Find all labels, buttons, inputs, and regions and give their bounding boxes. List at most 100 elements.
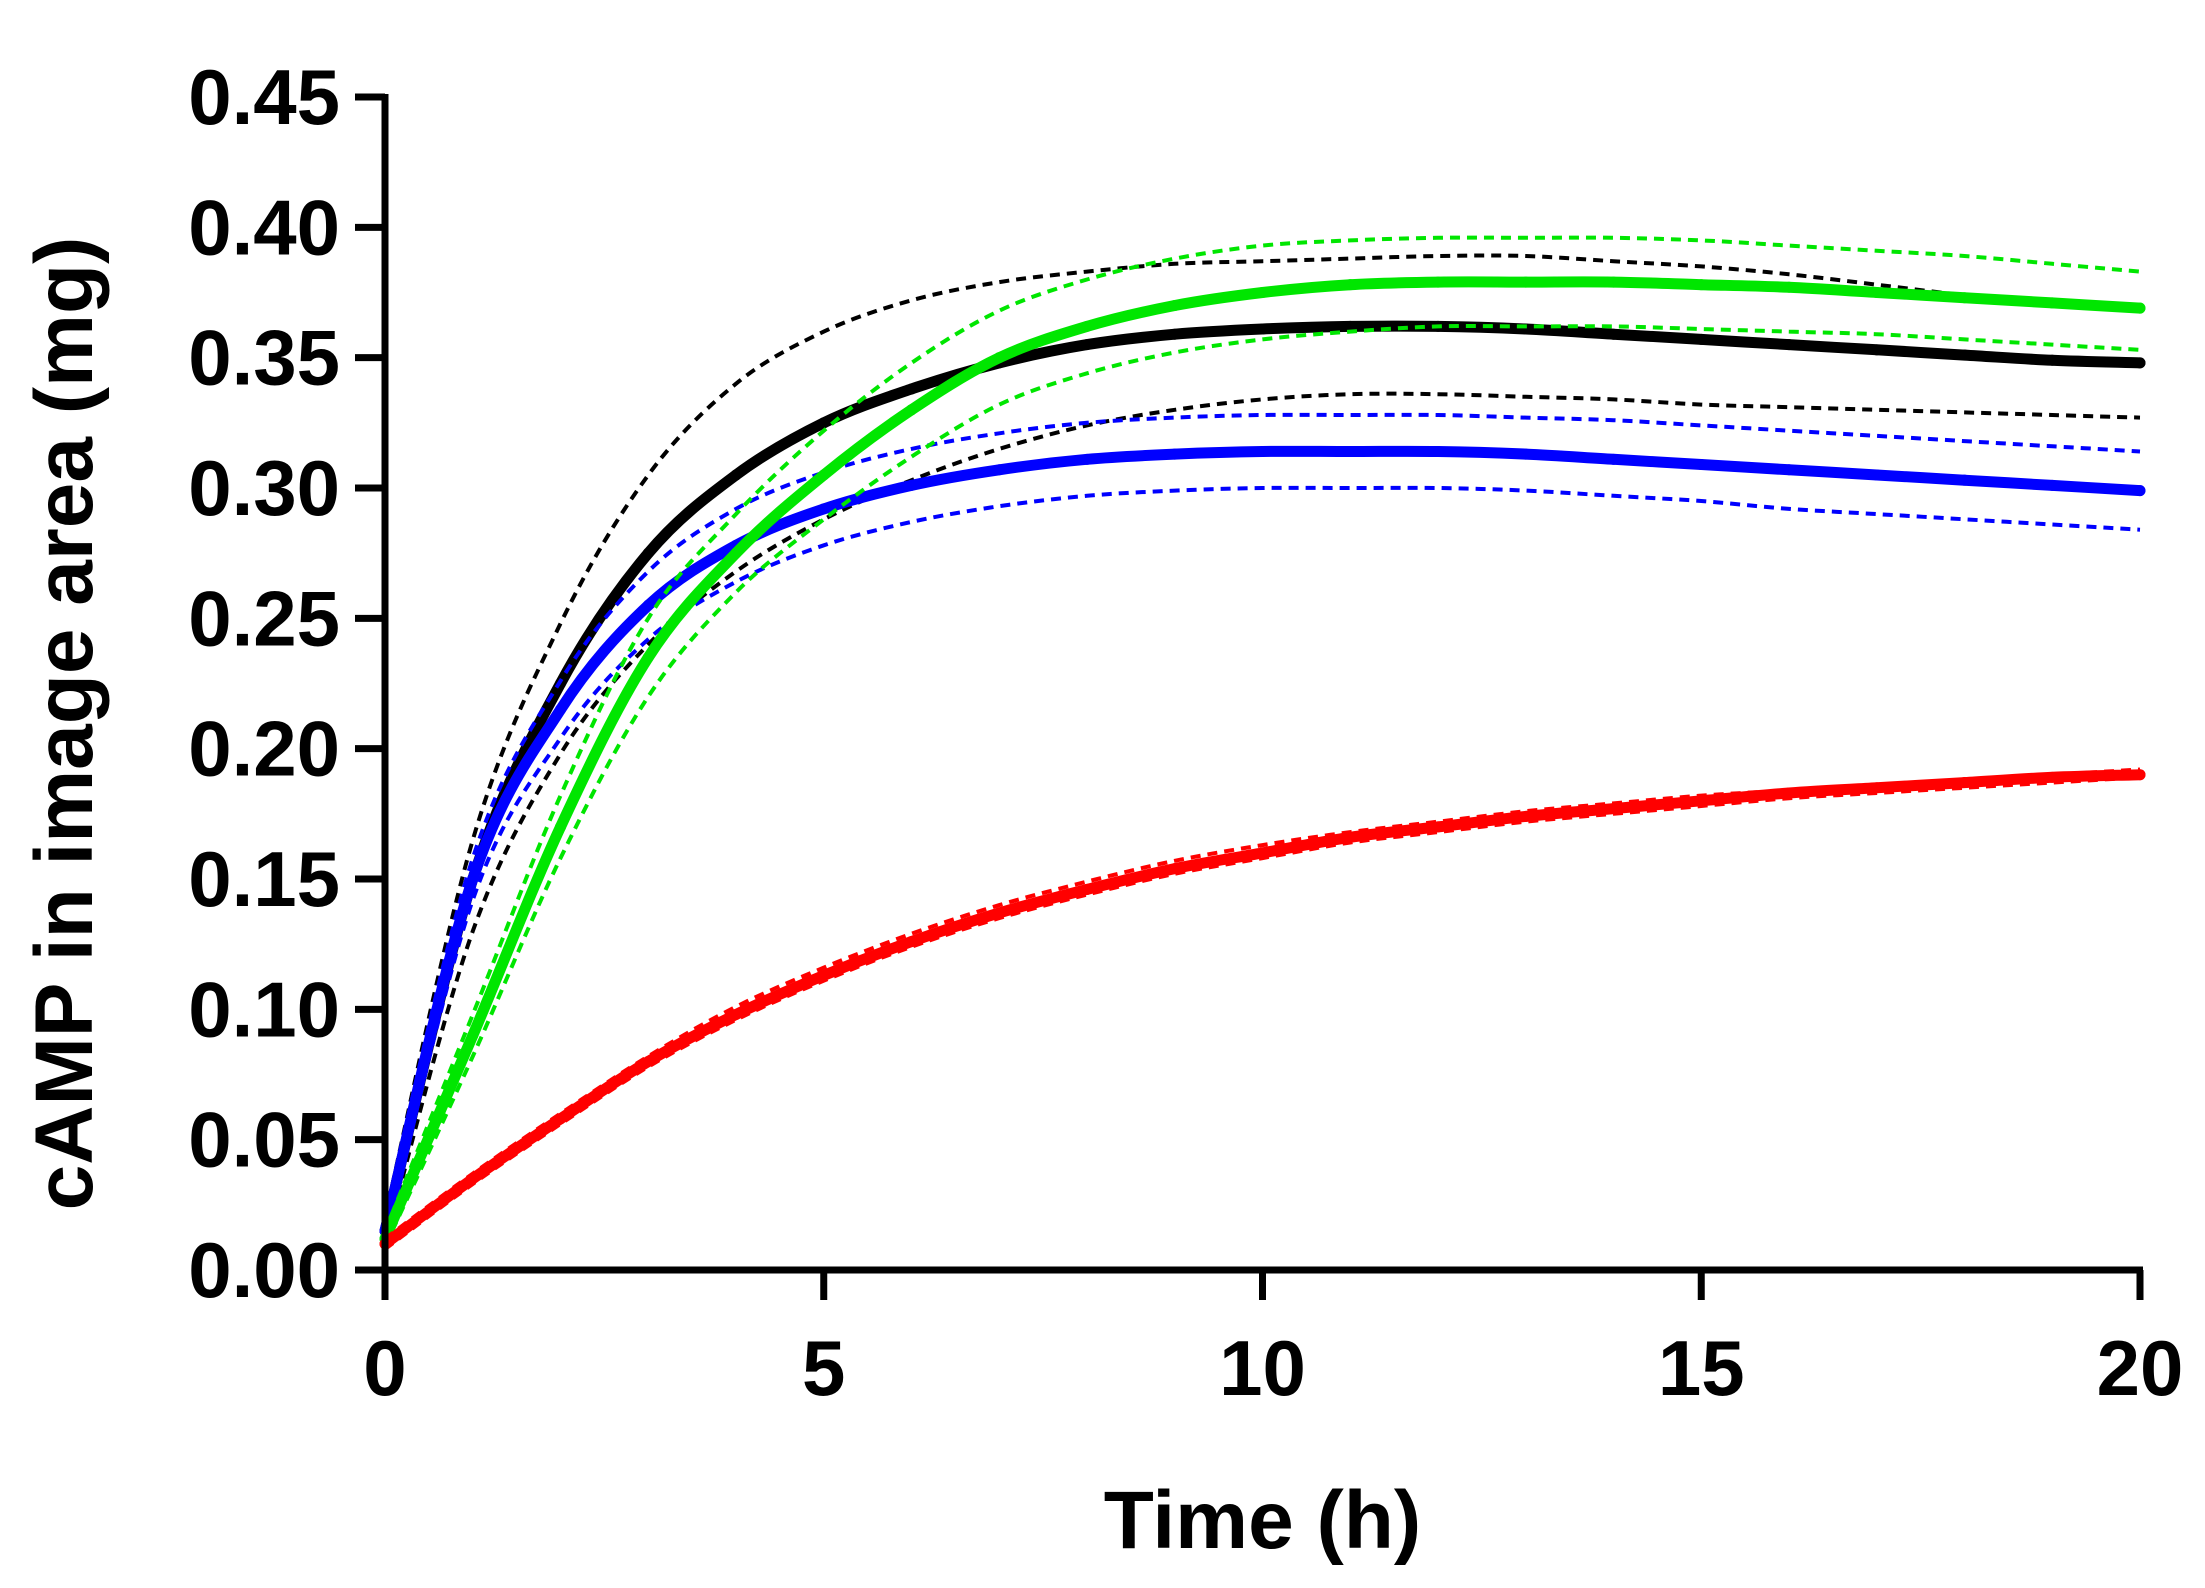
x-tick-label: 20 bbox=[2097, 1324, 2184, 1412]
series-blue-point bbox=[1257, 446, 1268, 458]
series-green bbox=[379, 235, 2146, 1248]
series-blue-point bbox=[993, 464, 1005, 476]
series-red-point bbox=[1169, 863, 1181, 875]
series-blue-point bbox=[1695, 459, 1707, 471]
series-green-point bbox=[1783, 281, 1795, 293]
series-red-point bbox=[1520, 810, 1532, 822]
series-blue-point bbox=[1520, 448, 1532, 460]
series-red-point bbox=[1959, 777, 1970, 789]
series-green-point bbox=[730, 547, 742, 559]
series-black-point bbox=[1871, 344, 1883, 356]
series-green-point bbox=[1344, 279, 1356, 291]
y-tick-label: 0.00 bbox=[188, 1226, 340, 1314]
series-green-point bbox=[1432, 276, 1444, 288]
series-blue-upper-bound bbox=[383, 412, 2141, 1219]
series-black-point bbox=[642, 547, 654, 559]
series-blue-mean-line bbox=[379, 445, 2146, 1237]
series-blue-point bbox=[467, 873, 479, 885]
y-tick-label: 0.45 bbox=[188, 53, 340, 141]
series-red-point bbox=[1081, 883, 1093, 895]
series-green-upper-bound bbox=[383, 235, 2141, 1232]
series-red-point bbox=[1432, 821, 1444, 833]
series-red-point bbox=[467, 1173, 479, 1185]
series-blue-point bbox=[906, 479, 917, 491]
y-tick-label: 0.10 bbox=[188, 965, 340, 1053]
series-black-point bbox=[1081, 339, 1093, 351]
series-green-lower-bound bbox=[383, 324, 2141, 1248]
series-red-point bbox=[1608, 803, 1619, 815]
x-tick-label: 5 bbox=[802, 1324, 845, 1412]
series-black bbox=[379, 253, 2146, 1245]
series-green-point bbox=[1695, 279, 1707, 291]
series-green-point bbox=[1871, 287, 1883, 298]
series-black-lower-bound bbox=[383, 391, 2141, 1245]
series-green-point bbox=[1081, 320, 1093, 332]
series-blue-point bbox=[555, 704, 566, 716]
series-green-point bbox=[555, 821, 566, 833]
series-green-point bbox=[467, 1029, 479, 1041]
series-blue-point bbox=[1871, 469, 1883, 481]
series-red-point bbox=[730, 1009, 742, 1021]
series-red-point bbox=[1871, 782, 1883, 794]
series-green-point bbox=[2134, 302, 2146, 314]
y-tick-label: 0.40 bbox=[188, 183, 340, 271]
series-black-point bbox=[1695, 333, 1707, 345]
series-red-point bbox=[1695, 795, 1707, 807]
x-axis-title: Time (h) bbox=[1104, 1475, 1421, 1566]
x-tick-label: 10 bbox=[1219, 1324, 1306, 1412]
series-red-point bbox=[1783, 787, 1795, 799]
y-tick-label: 0.35 bbox=[188, 314, 340, 402]
y-tick-label: 0.20 bbox=[188, 705, 340, 793]
series-green-point bbox=[1257, 287, 1268, 298]
series-layer bbox=[379, 235, 2146, 1251]
y-tick-label: 0.25 bbox=[188, 574, 340, 662]
series-green-point bbox=[1959, 292, 1970, 304]
series-green-point bbox=[2046, 297, 2058, 309]
y-tick-label: 0.05 bbox=[188, 1096, 340, 1184]
series-black-point bbox=[1783, 339, 1795, 351]
x-tick-label: 15 bbox=[1658, 1324, 1745, 1412]
series-green-mean-line bbox=[379, 276, 2146, 1245]
series-red-upper-bound bbox=[383, 767, 2141, 1241]
series-red bbox=[379, 767, 2146, 1251]
series-blue-point bbox=[1169, 448, 1181, 460]
series-red-point bbox=[906, 936, 917, 948]
series-blue-lower-bound bbox=[383, 485, 2141, 1245]
series-blue-point bbox=[1608, 453, 1619, 465]
x-tick-label: 0 bbox=[363, 1324, 406, 1412]
series-red-point bbox=[1344, 831, 1356, 843]
series-black-point bbox=[1344, 320, 1356, 332]
series-red-point bbox=[2046, 771, 2058, 783]
series-green-point bbox=[1608, 276, 1619, 288]
y-axis-title: cAMP in image area (mg) bbox=[19, 237, 110, 1211]
y-ticks: 0.00 0.05 0.10 0.15 0.20 0.25 0.30 0.35 0.40 0.45 bbox=[188, 53, 385, 1314]
series-blue-point bbox=[1783, 464, 1795, 476]
series-green-point bbox=[1169, 300, 1181, 312]
series-green-point bbox=[993, 352, 1005, 364]
series-green-point bbox=[1520, 276, 1532, 288]
x-ticks: 0 5 10 15 20 bbox=[363, 1270, 2183, 1412]
series-black-upper-bound bbox=[383, 253, 2141, 1219]
series-black-point bbox=[818, 417, 830, 429]
series-black-point bbox=[1608, 328, 1619, 340]
series-red-point bbox=[642, 1055, 654, 1067]
series-black-point bbox=[906, 383, 917, 395]
series-red-point bbox=[818, 969, 830, 981]
series-green-point bbox=[642, 651, 654, 663]
series-blue-point bbox=[1081, 453, 1093, 465]
series-blue-point bbox=[818, 503, 830, 515]
series-black-mean-line bbox=[379, 320, 2146, 1237]
series-black-point bbox=[1169, 328, 1181, 340]
series-red-point bbox=[555, 1113, 566, 1125]
axes bbox=[381, 94, 2143, 1274]
series-blue-point bbox=[1959, 474, 1970, 486]
series-black-point bbox=[2134, 357, 2146, 369]
series-blue bbox=[379, 412, 2146, 1245]
series-blue-point bbox=[2134, 485, 2146, 497]
series-black-point bbox=[1959, 349, 1970, 361]
series-black-point bbox=[730, 469, 742, 481]
series-green-point bbox=[818, 469, 830, 481]
series-black-point bbox=[2046, 354, 2058, 366]
